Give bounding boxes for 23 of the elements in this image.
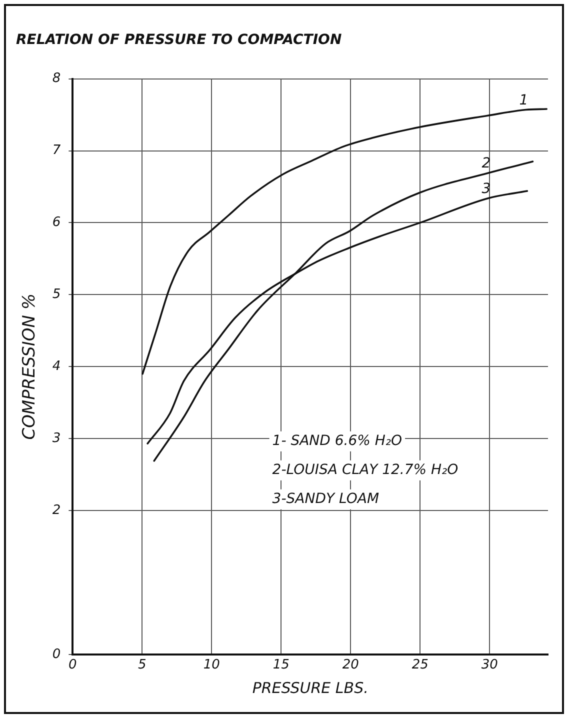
x-tick-label: 20 <box>342 658 359 673</box>
y-axis-title: COMPRESSION % <box>20 293 40 440</box>
x-axis-title: PRESSURE LBS. <box>252 678 368 697</box>
x-tick-label: 30 <box>481 658 498 673</box>
y-tick-label: 8 <box>52 71 61 86</box>
annotation: 2-LOUISA CLAY 12.7% H₂O <box>272 462 458 478</box>
line-series <box>142 108 548 375</box>
y-tick-label: 6 <box>52 215 61 230</box>
x-tick-label: 0 <box>68 658 77 673</box>
annotation: 3-SANDY LOAM <box>272 491 380 508</box>
y-tick-label: 2 <box>52 502 61 518</box>
x-tick-label: 25 <box>412 658 428 673</box>
x-tick-label: 10 <box>203 658 220 673</box>
annotation: 1- SAND 6.6% H₂O <box>272 433 402 450</box>
x-tick-label: 15 <box>272 658 290 673</box>
y-tick-label: 5 <box>52 287 61 302</box>
y-tick-label: 4 <box>52 358 61 374</box>
series-label: 1 <box>519 92 528 108</box>
chart-title: RELATION OF PRESSURE TO COMPACTION <box>16 32 342 48</box>
y-tick-label: 7 <box>52 143 62 158</box>
y-tick-label: 3 <box>52 430 61 446</box>
y-tick-label: 0 <box>52 646 61 662</box>
x-tick-label: 5 <box>138 658 146 673</box>
